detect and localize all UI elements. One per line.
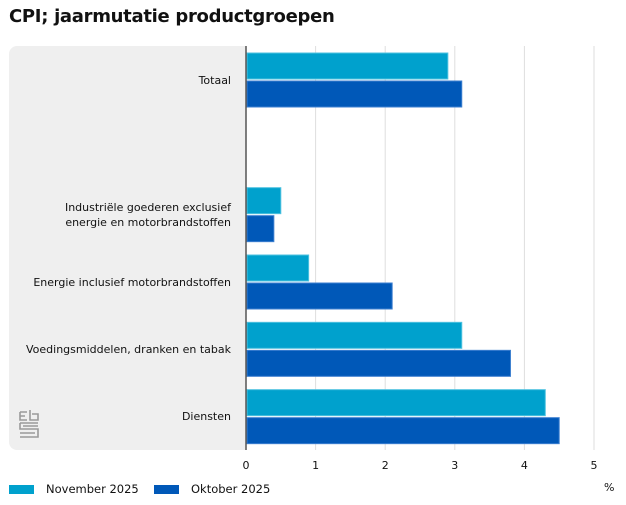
category-label-5: Diensten: [182, 409, 231, 424]
bar-november-0[interactable]: [246, 52, 449, 80]
x-tick-label-5: 5: [591, 459, 598, 472]
category-label-line: Diensten: [181, 410, 231, 424]
bar-november-4[interactable]: [246, 321, 463, 349]
legend-swatch-oktober: [154, 484, 179, 494]
legend-item-oktober[interactable]: Oktober 2025: [154, 482, 270, 496]
category-label-line: energie en motorbrandstoffen: [65, 215, 231, 229]
x-tick-label-0: 0: [243, 459, 250, 472]
bar-oktober-4[interactable]: [246, 349, 511, 377]
bar-oktober-5[interactable]: [246, 417, 560, 445]
category-label-3: Energie inclusief motorbrandstoffen: [33, 275, 231, 290]
category-label-line: Energie inclusief motorbrandstoffen: [33, 275, 231, 289]
category-label-line: Totaal: [198, 73, 231, 87]
legend-label-november: November 2025: [46, 482, 139, 496]
category-label-panel: [9, 46, 246, 450]
bar-november-2[interactable]: [246, 187, 282, 215]
category-label-line: Voedingsmiddelen, dranken en tabak: [26, 342, 231, 356]
x-tick-label-1: 1: [312, 459, 319, 472]
category-label-2: Industriële goederen exclusief energie en…: [65, 200, 231, 230]
category-label-4: Voedingsmiddelen, dranken en tabak: [26, 342, 231, 357]
bar-oktober-0[interactable]: [246, 80, 463, 108]
category-label-0: Totaal: [199, 73, 231, 88]
legend-swatch-november: [9, 484, 34, 494]
bar-oktober-3[interactable]: [246, 282, 393, 310]
bar-november-5[interactable]: [246, 389, 546, 417]
bar-november-3[interactable]: [246, 254, 310, 282]
cbs-logo-icon: [19, 410, 39, 438]
x-axis-unit: %: [604, 481, 615, 494]
chart-title: CPI; jaarmutatie productgroepen: [9, 6, 335, 27]
x-tick-label-4: 4: [521, 459, 528, 472]
legend-label-oktober: Oktober 2025: [191, 482, 271, 496]
bar-oktober-2[interactable]: [246, 215, 275, 243]
x-tick-label-3: 3: [451, 459, 458, 472]
legend-item-november[interactable]: November 2025: [9, 482, 139, 496]
x-tick-label-2: 2: [382, 459, 389, 472]
category-label-line: Industriële goederen exclusief: [64, 200, 231, 214]
